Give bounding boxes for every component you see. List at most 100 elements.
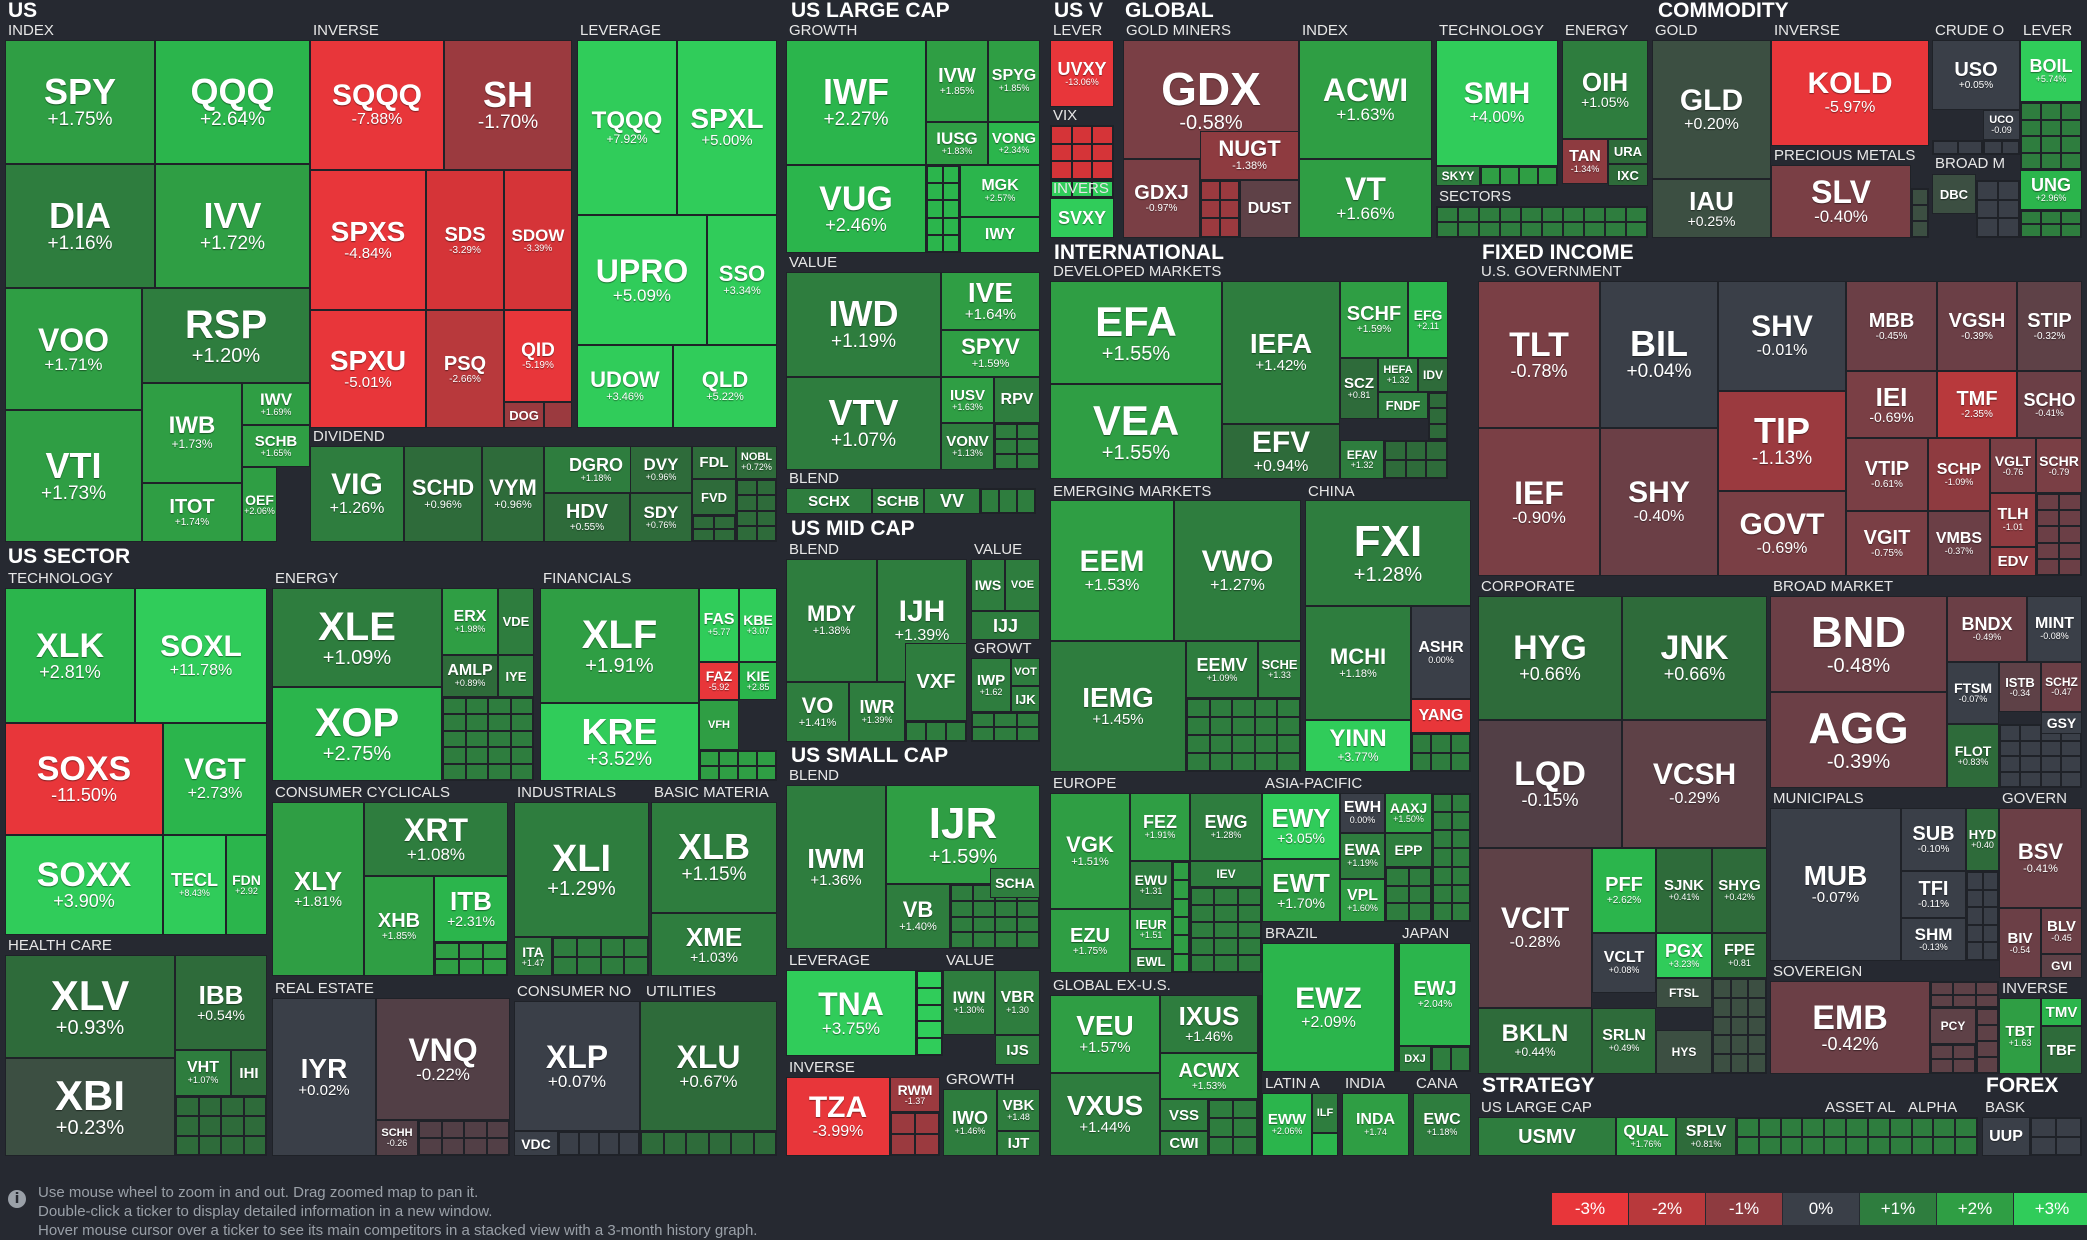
small-ticker-cell[interactable] <box>1713 997 1731 1017</box>
ticker-tile-vonv[interactable]: VONV +1.13% <box>941 423 994 470</box>
small-ticker-cell[interactable] <box>488 763 511 780</box>
small-ticker-cell[interactable] <box>1967 872 1983 890</box>
small-ticker-cell[interactable] <box>2021 103 2041 120</box>
ticker-tile-scho[interactable]: SCHO -0.41% <box>2017 371 2082 438</box>
ticker-tile-iye[interactable]: IYE <box>498 655 534 697</box>
ticker-tile-iws[interactable]: IWS <box>971 559 1005 611</box>
small-ticker-cell[interactable] <box>1173 935 1189 954</box>
small-ticker-cell[interactable] <box>640 1131 777 1156</box>
small-ticker-cell[interactable] <box>1912 189 1928 205</box>
small-ticker-cell[interactable] <box>1051 126 1072 144</box>
ticker-tile-gsy[interactable]: GSY <box>2041 712 2082 734</box>
ticker-tile-sdow[interactable]: SDOW -3.39% <box>504 170 572 310</box>
small-ticker-cell[interactable] <box>1626 207 1647 222</box>
ticker-tile-erx[interactable]: ERX +1.98% <box>442 588 498 655</box>
small-ticker-cell[interactable] <box>693 516 714 529</box>
small-ticker-cell[interactable] <box>464 1121 487 1138</box>
small-ticker-cell[interactable] <box>1626 222 1647 237</box>
small-ticker-cell[interactable] <box>1233 1118 1257 1137</box>
small-ticker-cell[interactable] <box>1191 938 1215 956</box>
small-ticker-cell[interactable] <box>1173 862 1189 881</box>
small-ticker-cell[interactable] <box>972 713 995 727</box>
ticker-tile-dust[interactable]: DUST <box>1240 180 1299 238</box>
small-ticker-cell[interactable] <box>1748 1054 1766 1073</box>
small-ticker-cell[interactable] <box>1017 916 1039 933</box>
small-ticker-cell[interactable] <box>1395 943 1399 1072</box>
small-ticker-cell[interactable] <box>1437 222 1458 237</box>
ticker-tile-nobl[interactable]: NOBL +0.72% <box>736 446 777 479</box>
small-ticker-cell[interactable] <box>1758 1118 1781 1137</box>
small-ticker-cell[interactable] <box>2060 756 2081 772</box>
ticker-tile-fndf[interactable]: FNDF <box>1378 392 1428 419</box>
small-ticker-cell[interactable] <box>1259 1066 1261 1085</box>
ticker-tile-qqq[interactable]: QQQ +2.64% <box>155 40 310 164</box>
ticker-tile-boil[interactable]: BOIL +5.74% <box>2020 40 2082 102</box>
small-ticker-cell[interactable] <box>943 217 959 235</box>
small-ticker-cell[interactable] <box>1458 222 1479 237</box>
small-ticker-cell[interactable] <box>995 916 1017 933</box>
small-ticker-cell[interactable] <box>926 722 946 741</box>
small-ticker-cell[interactable] <box>1957 141 1982 154</box>
small-ticker-cell[interactable] <box>1259 1101 1261 1120</box>
ticker-tile-faz[interactable]: FAZ -5.92 <box>699 662 739 700</box>
small-ticker-cell[interactable] <box>2031 1118 2056 1137</box>
small-ticker-cell[interactable] <box>736 479 777 542</box>
small-ticker-cell[interactable] <box>1953 994 1976 1007</box>
small-ticker-cell[interactable] <box>2061 103 2081 120</box>
small-ticker-cell[interactable] <box>1259 1048 1261 1067</box>
small-ticker-cell[interactable] <box>1713 979 1731 998</box>
small-ticker-cell[interactable] <box>973 932 995 948</box>
small-ticker-cell[interactable] <box>2040 740 2061 756</box>
ticker-tile-gld[interactable]: GLD +0.20% <box>1652 40 1771 179</box>
small-ticker-cell[interactable] <box>1433 812 1452 831</box>
small-ticker-cell[interactable] <box>243 1116 266 1136</box>
small-ticker-cell[interactable] <box>1191 955 1215 972</box>
ticker-tile-vss[interactable]: VSS <box>1160 1099 1208 1131</box>
small-ticker-cell[interactable] <box>1431 752 1451 771</box>
small-ticker-cell[interactable] <box>418 1120 510 1156</box>
small-ticker-cell[interactable] <box>1016 727 1039 741</box>
small-ticker-cell[interactable] <box>488 714 511 731</box>
small-ticker-cell[interactable] <box>1730 1035 1749 1055</box>
small-ticker-cell[interactable] <box>1982 907 1998 925</box>
small-ticker-cell[interactable] <box>1433 884 1452 903</box>
ticker-tile-xbi[interactable]: XBI +0.23% <box>5 1058 175 1156</box>
small-ticker-cell[interactable] <box>510 698 533 715</box>
ticker-tile-vtip[interactable]: VTIP -0.61% <box>1846 438 1928 511</box>
small-ticker-cell[interactable] <box>1479 222 1500 237</box>
ticker-tile-yang[interactable]: YANG <box>1411 699 1471 733</box>
small-ticker-cell[interactable] <box>2020 210 2082 238</box>
ticker-tile-tza[interactable]: TZA -3.99% <box>786 1077 890 1156</box>
small-ticker-cell[interactable] <box>731 1132 754 1155</box>
ticker-tile-flot[interactable]: FLOT +0.83% <box>1947 724 1999 788</box>
ticker-tile-inda[interactable]: INDA +1.74 <box>1342 1093 1409 1156</box>
small-ticker-cell[interactable] <box>1984 141 2002 154</box>
small-ticker-cell[interactable] <box>483 959 507 975</box>
small-ticker-cell[interactable] <box>1017 932 1039 948</box>
ticker-tile-vgsh[interactable]: VGSH -0.39% <box>1937 281 2017 371</box>
small-ticker-cell[interactable] <box>2001 141 2019 154</box>
ticker-tile-rwm[interactable]: RWM -1.37 <box>890 1077 940 1112</box>
small-ticker-cell[interactable] <box>176 1135 199 1155</box>
small-ticker-cell[interactable] <box>2061 211 2081 224</box>
small-ticker-cell[interactable] <box>1092 181 1113 197</box>
small-ticker-cell[interactable] <box>488 730 511 748</box>
small-ticker-cell[interactable] <box>2037 558 2059 575</box>
small-ticker-cell[interactable] <box>1730 1016 1749 1036</box>
small-ticker-cell[interactable] <box>1233 1136 1257 1155</box>
small-ticker-cell[interactable] <box>737 480 757 496</box>
ticker-tile-ewj[interactable]: EWJ +2.04% <box>1399 943 1471 1046</box>
small-ticker-cell[interactable] <box>1051 143 1072 162</box>
ticker-tile-bnd[interactable]: BND -0.48% <box>1770 596 1947 692</box>
small-ticker-cell[interactable] <box>1232 717 1255 735</box>
ticker-tile-ftsm[interactable]: FTSM -0.07% <box>1947 662 1999 724</box>
small-ticker-cell[interactable] <box>1451 848 1470 867</box>
small-ticker-cell[interactable] <box>579 1132 599 1155</box>
small-ticker-cell[interactable] <box>1432 1047 1451 1071</box>
ticker-tile-sds[interactable]: SDS -3.29% <box>426 170 504 310</box>
ticker-tile-iwp[interactable]: IWP +1.62 <box>971 658 1011 712</box>
small-ticker-cell[interactable] <box>1846 1136 1868 1155</box>
small-ticker-cell[interactable] <box>435 943 459 959</box>
small-ticker-cell[interactable] <box>916 970 943 1056</box>
small-ticker-cell[interactable] <box>1214 921 1238 939</box>
